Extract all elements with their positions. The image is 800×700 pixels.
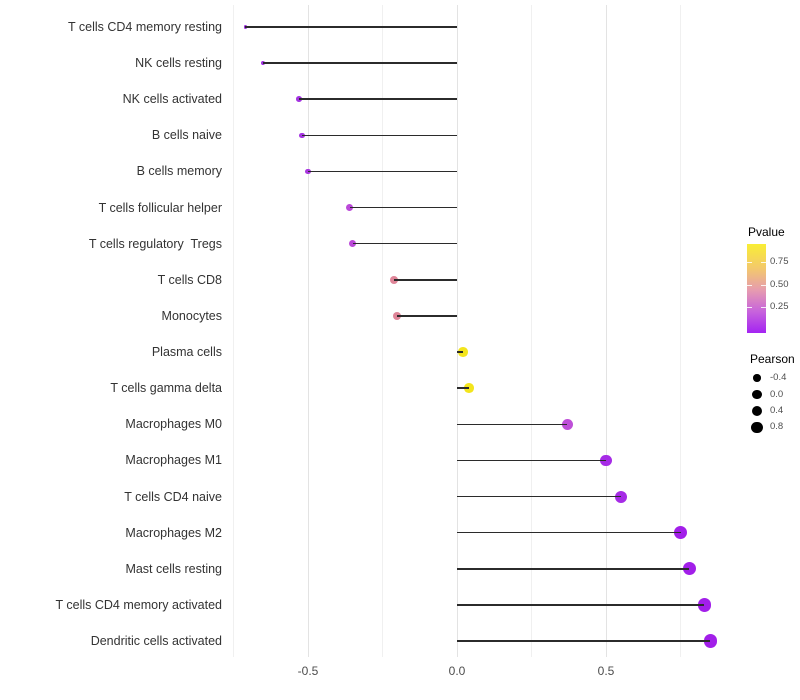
y-axis-label: T cells gamma delta [110, 381, 222, 396]
y-axis-label: Macrophages M2 [125, 525, 222, 540]
pearson-size-dot [752, 389, 762, 400]
y-axis-label: T cells regulatory Tregs [88, 236, 222, 251]
y-axis-label: T cells follicular helper [98, 200, 222, 215]
lollipop-segment [457, 640, 711, 642]
y-axis-label: Monocytes [161, 308, 222, 323]
y-axis-label: T cells CD4 memory activated [55, 597, 223, 612]
data-point-dot [346, 204, 354, 212]
gridline-minor [233, 5, 234, 657]
gridline-major [605, 5, 607, 657]
gridline-minor [531, 5, 532, 657]
lollipop-segment [457, 568, 690, 570]
pvalue-tick-mark [747, 284, 752, 286]
lollipop-segment [263, 62, 457, 64]
pearson-size-dot [753, 374, 761, 382]
y-axis-label: T cells CD4 naive [124, 489, 222, 504]
lollipop-segment [245, 26, 457, 28]
pearson-legend-title: Pearson [750, 352, 795, 366]
data-point-dot [458, 347, 468, 357]
lollipop-segment [349, 206, 457, 209]
x-axis-tick-label: 0.0 [448, 664, 466, 678]
pvalue-tick-mark [761, 262, 766, 263]
pvalue-legend-title: Pvalue [748, 225, 785, 239]
lollipop-segment [394, 279, 457, 281]
gridline-minor [382, 5, 383, 657]
y-axis-label: B cells naive [151, 128, 222, 143]
data-point-dot [299, 132, 305, 139]
y-axis-label: Mast cells resting [125, 561, 222, 576]
data-point-dot [305, 168, 311, 175]
pearson-size-label: 0.4 [770, 405, 784, 416]
gridline-major [456, 5, 458, 657]
pearson-size-label: 0.0 [770, 388, 784, 400]
lollipop-segment [457, 351, 463, 353]
y-axis-label: NK cells resting [135, 56, 222, 71]
lollipop-segment [457, 423, 568, 426]
pvalue-tick-label: 0.75 [770, 256, 789, 267]
data-point-dot [349, 240, 357, 248]
lollipop-segment [308, 170, 457, 173]
y-axis-label: T cells CD4 memory resting [68, 20, 222, 34]
gridline-major [307, 5, 309, 657]
x-axis-tick-label: 0.5 [597, 664, 615, 678]
lollipop-segment [457, 495, 621, 498]
data-point-dot [261, 60, 266, 66]
y-axis-label: Plasma cells [151, 345, 222, 360]
lollipop-segment [457, 531, 681, 534]
pearson-size-label: -0.4 [770, 372, 787, 383]
y-axis-label: Macrophages M0 [125, 417, 222, 432]
pvalue-tick-mark [747, 262, 752, 263]
x-axis-tick-label: -0.5 [297, 664, 319, 678]
lollipop-segment [352, 242, 457, 245]
pearson-size-dot [751, 405, 763, 417]
y-axis-label: NK cells activated [122, 92, 222, 107]
gridline-minor [680, 5, 681, 657]
lollipop-segment [457, 459, 606, 462]
lollipop-segment [457, 604, 705, 606]
y-axis-label: Dendritic cells activated [90, 634, 222, 649]
y-axis-label: B cells memory [136, 164, 222, 179]
data-point-dot [697, 598, 711, 612]
lollipop-segment [299, 98, 457, 100]
pearson-size-dot [751, 421, 763, 434]
y-axis-label: T cells CD8 [157, 272, 222, 287]
pvalue-tick-label: 0.50 [770, 278, 789, 290]
pvalue-tick-mark [761, 307, 766, 308]
pvalue-tick-label: 0.25 [770, 301, 789, 312]
data-point-dot [561, 418, 573, 430]
y-axis-label: Macrophages M1 [125, 453, 222, 468]
pearson-size-label: 0.8 [770, 421, 784, 433]
pvalue-tick-mark [747, 307, 752, 308]
pvalue-tick-mark [761, 284, 766, 286]
pvalue-gradient-bar [747, 244, 766, 333]
lollipop-segment [397, 315, 457, 317]
lollipop-segment [457, 387, 469, 389]
data-point-dot [464, 383, 474, 393]
lollipop-segment [302, 134, 457, 137]
